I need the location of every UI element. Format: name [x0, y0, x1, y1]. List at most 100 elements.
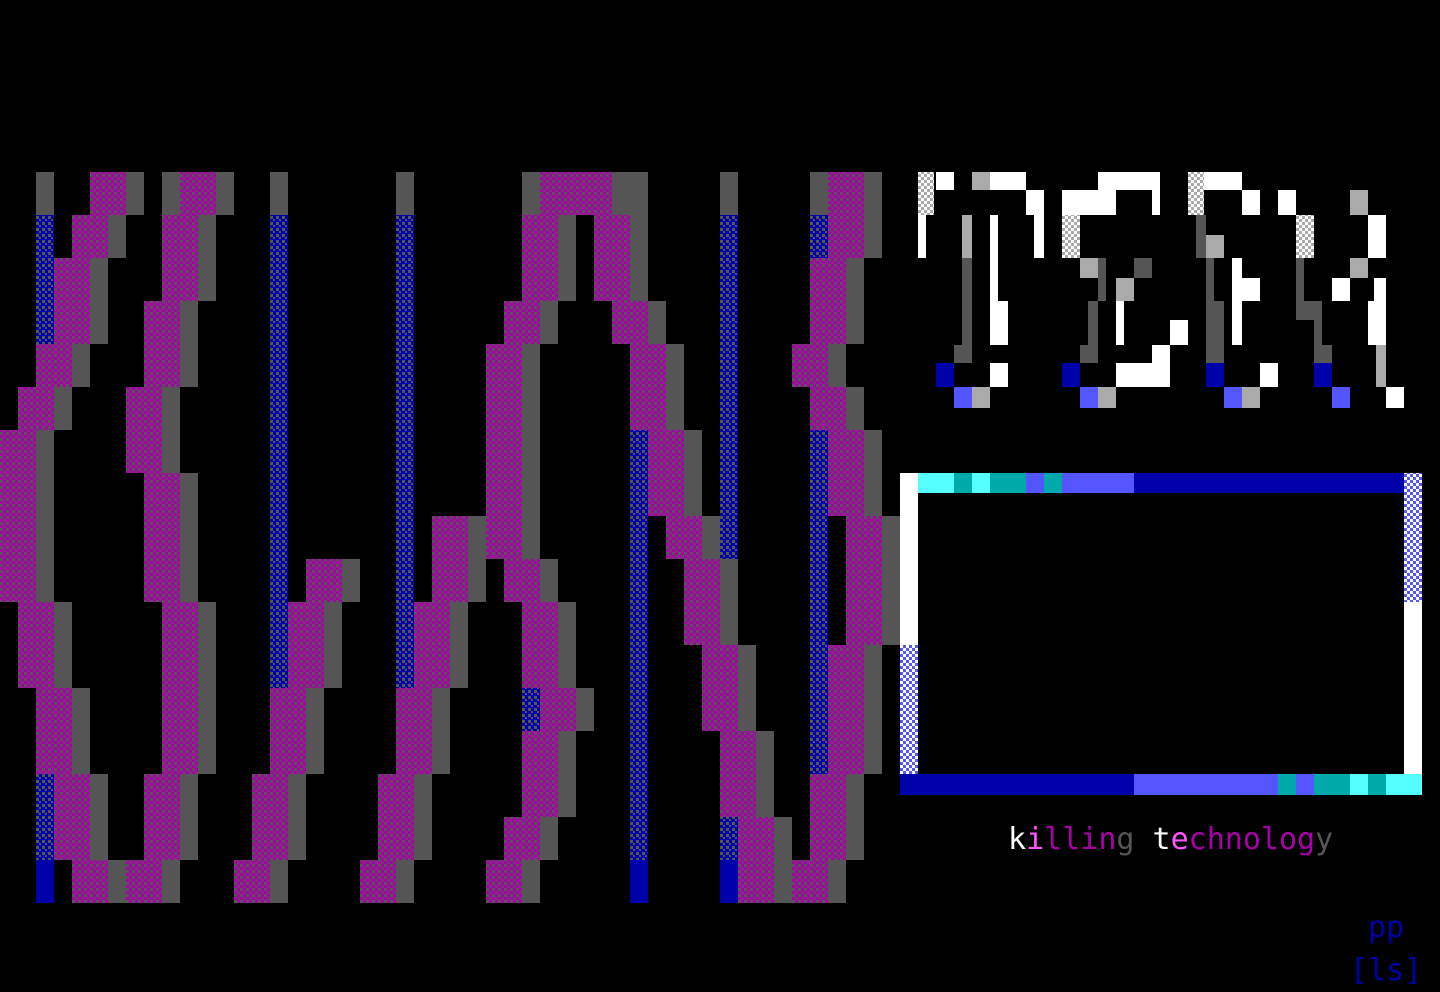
- gray-block: [180, 344, 198, 387]
- magenta-block: [522, 215, 558, 258]
- logo-pixel: [1080, 258, 1098, 278]
- bar-cap: [36, 172, 54, 215]
- magenta-block: [36, 688, 72, 731]
- logo-pixel: [1368, 215, 1386, 258]
- gray-block: [558, 258, 576, 301]
- magenta-block: [0, 430, 36, 473]
- logo-pixel: [972, 387, 990, 408]
- logo-pixel: [1062, 363, 1080, 387]
- magenta-block: [180, 172, 216, 215]
- bar-cap: [522, 172, 540, 215]
- logo-pixel: [1116, 278, 1134, 301]
- magenta-block: [90, 172, 126, 215]
- magenta-block: [792, 344, 828, 387]
- gray-block: [882, 516, 900, 559]
- tagline-char: n: [1098, 822, 1117, 857]
- magenta-block: [54, 774, 90, 817]
- logo-pixel: [1296, 258, 1304, 320]
- frame-segment: [1026, 473, 1044, 493]
- magenta-block: [162, 731, 198, 774]
- gray-block: [846, 387, 864, 430]
- tagline-char: i: [1080, 822, 1099, 857]
- gray-block: [864, 645, 882, 688]
- gray-block: [720, 559, 738, 602]
- frame-segment: [1044, 473, 1062, 493]
- gray-block: [522, 473, 540, 516]
- frame-segment: [990, 473, 1026, 493]
- gray-block: [288, 817, 306, 860]
- logo-pixel: [1332, 278, 1350, 301]
- gray-block: [180, 817, 198, 860]
- gray-block: [198, 215, 216, 258]
- gray-block: [108, 215, 126, 258]
- gray-block: [846, 258, 864, 301]
- gray-block: [630, 215, 648, 258]
- gray-block: [864, 215, 882, 258]
- magenta-block: [126, 387, 162, 430]
- bar-cap: [162, 172, 180, 215]
- logo-pixel: [962, 215, 972, 258]
- magenta-block: [684, 559, 720, 602]
- magenta-block: [522, 602, 558, 645]
- magenta-block: [18, 645, 54, 688]
- logo-pixel: [1188, 172, 1204, 215]
- gray-block: [864, 172, 882, 215]
- gray-block: [108, 860, 126, 903]
- magenta-block: [630, 387, 666, 430]
- group-credit: [ls]: [1350, 953, 1423, 988]
- magenta-block: [378, 817, 414, 860]
- gray-block: [36, 473, 54, 516]
- gray-block: [36, 559, 54, 602]
- magenta-block: [576, 172, 612, 215]
- gray-block: [180, 516, 198, 559]
- gray-block: [468, 516, 486, 559]
- gray-block: [54, 645, 72, 688]
- gray-block: [306, 688, 324, 731]
- magenta-block: [54, 301, 90, 344]
- tagline-char: y: [1315, 822, 1334, 857]
- frame-segment: [1278, 774, 1296, 795]
- magenta-block: [162, 215, 198, 258]
- magenta-block: [144, 473, 180, 516]
- magenta-block: [396, 731, 432, 774]
- gray-block: [414, 774, 432, 817]
- magenta-block: [810, 258, 846, 301]
- logo-pixel: [1206, 363, 1224, 387]
- gray-block: [846, 774, 864, 817]
- gray-block: [828, 344, 846, 387]
- frame-segment: [900, 645, 918, 774]
- gray-block: [756, 774, 774, 817]
- logo-pixel: [918, 215, 926, 258]
- magenta-block: [288, 602, 324, 645]
- magenta-block: [36, 731, 72, 774]
- gray-block: [828, 860, 846, 903]
- gray-block: [162, 860, 180, 903]
- magenta-block: [144, 344, 180, 387]
- logo-pixel: [1332, 387, 1350, 408]
- gray-block: [270, 860, 288, 903]
- gray-block: [180, 301, 198, 344]
- gray-block: [162, 430, 180, 473]
- gray-block: [558, 602, 576, 645]
- gray-block: [774, 860, 792, 903]
- frame-segment: [1350, 774, 1368, 795]
- tagline-char: o: [1242, 822, 1261, 857]
- gray-block: [864, 473, 882, 516]
- gray-block: [90, 258, 108, 301]
- gray-block: [450, 645, 468, 688]
- magenta-block: [828, 430, 864, 473]
- magenta-block: [594, 258, 630, 301]
- magenta-block: [540, 688, 576, 731]
- magenta-block: [846, 602, 882, 645]
- logo-pixel: [1314, 363, 1332, 387]
- gray-block: [522, 516, 540, 559]
- gray-block: [36, 430, 54, 473]
- magenta-block: [522, 731, 558, 774]
- magenta-block: [0, 559, 36, 602]
- bar-foot: [36, 860, 54, 903]
- gray-block: [216, 172, 234, 215]
- logo-pixel: [918, 172, 934, 215]
- gray-block: [468, 559, 486, 602]
- logo-pixel: [1196, 215, 1206, 258]
